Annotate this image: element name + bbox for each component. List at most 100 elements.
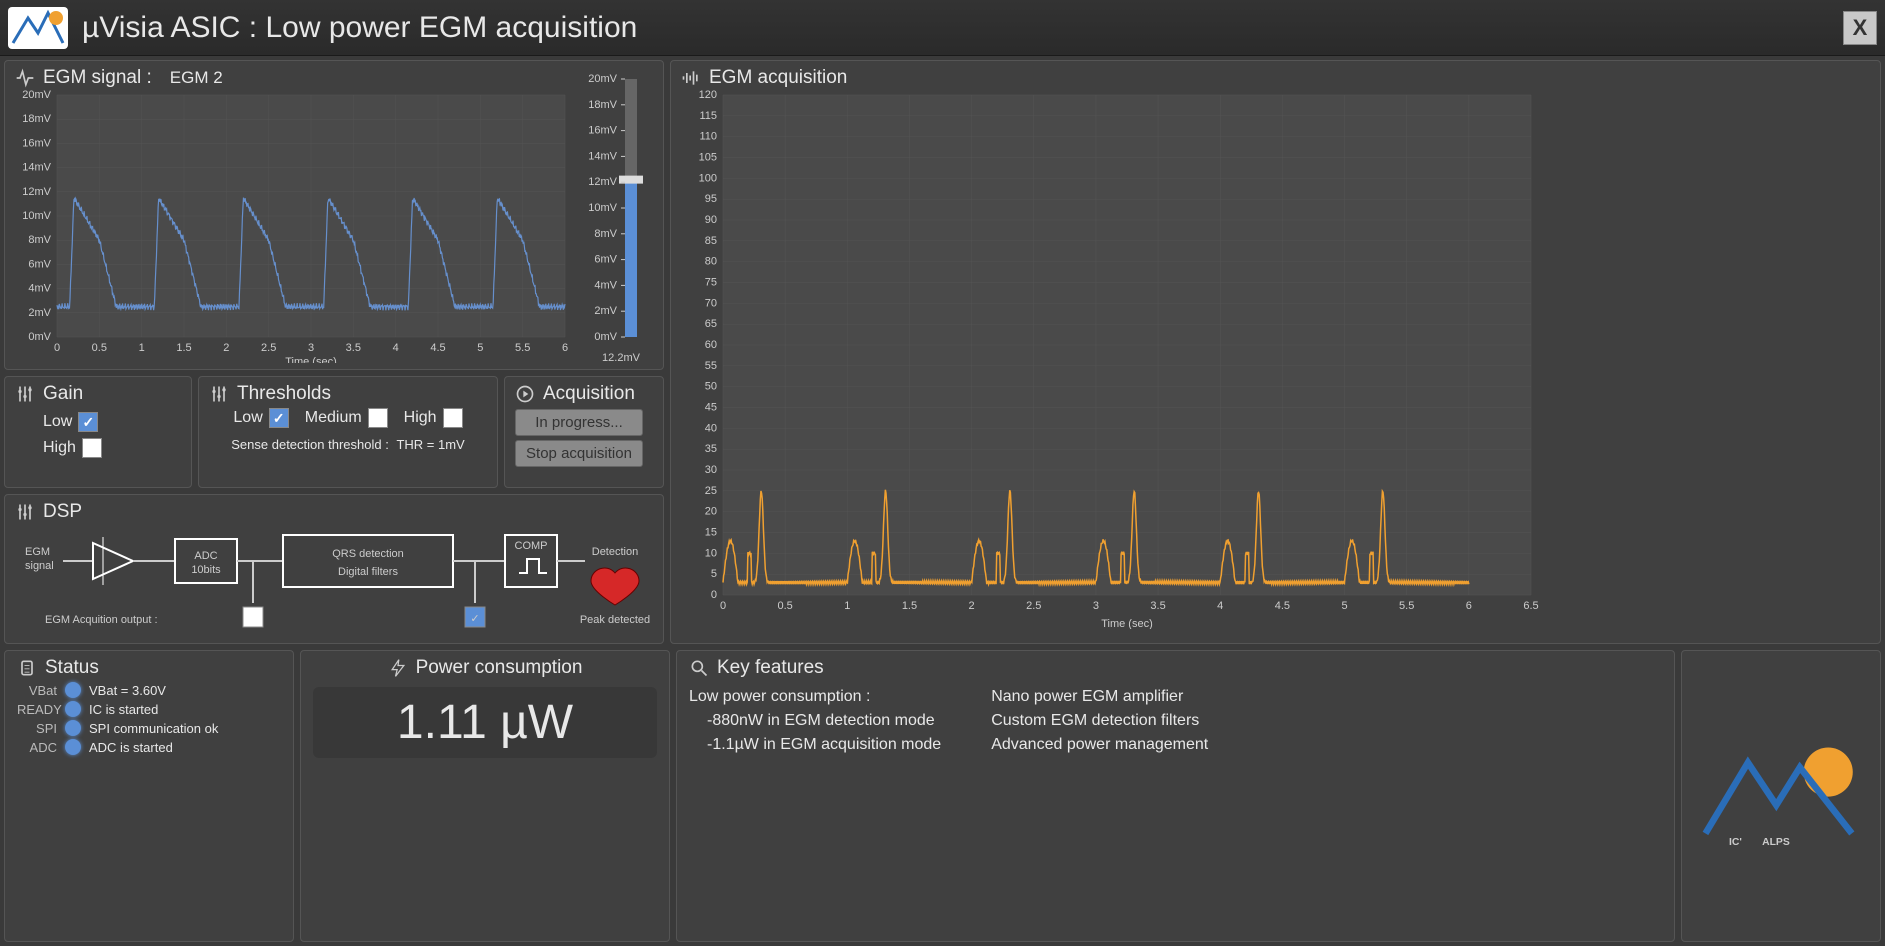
svg-text:6: 6 xyxy=(562,342,568,354)
svg-text:100: 100 xyxy=(699,172,717,184)
stop-acquisition-button[interactable]: Stop acquisition xyxy=(515,440,643,467)
power-value: 1.11 µW xyxy=(313,687,657,758)
svg-text:95: 95 xyxy=(705,193,717,205)
threshold-slider[interactable]: 0mV2mV4mV6mV8mV10mV12mV14mV16mV18mV20mV1… xyxy=(575,67,653,367)
play-circle-icon xyxy=(515,384,535,404)
egm-acquisition-chart: 0510152025303540455055606570758085909510… xyxy=(681,89,1541,629)
svg-text:1: 1 xyxy=(139,342,145,354)
kf-title: Key features xyxy=(717,657,824,679)
svg-text:35: 35 xyxy=(705,443,717,455)
status-led-icon xyxy=(65,739,81,755)
svg-text:Peak detected: Peak detected xyxy=(580,614,650,626)
svg-text:5: 5 xyxy=(711,568,717,580)
status-row: SPISPI communication ok xyxy=(17,720,281,736)
svg-text:40: 40 xyxy=(705,422,717,434)
svg-text:10: 10 xyxy=(705,547,717,559)
svg-text:8mV: 8mV xyxy=(594,228,617,240)
gain-title: Gain xyxy=(43,383,83,405)
svg-text:14mV: 14mV xyxy=(22,162,51,174)
svg-text:12mV: 12mV xyxy=(588,176,617,188)
svg-text:QRS detection: QRS detection xyxy=(332,548,404,560)
svg-text:16mV: 16mV xyxy=(588,125,617,137)
svg-text:50: 50 xyxy=(705,381,717,393)
clipboard-icon xyxy=(17,658,37,678)
svg-text:110: 110 xyxy=(699,131,717,143)
svg-text:IC': IC' xyxy=(1729,837,1742,848)
svg-text:14mV: 14mV xyxy=(588,150,617,162)
acquisition-panel: Acquisition In progress... Stop acquisit… xyxy=(504,376,664,488)
svg-text:65: 65 xyxy=(705,318,717,330)
svg-text:12mV: 12mV xyxy=(22,186,51,198)
svg-text:2: 2 xyxy=(223,342,229,354)
app-title: µVisia ASIC : Low power EGM acquisition xyxy=(82,11,1843,45)
svg-text:18mV: 18mV xyxy=(588,99,617,111)
svg-text:10mV: 10mV xyxy=(22,210,51,222)
gain-option-low[interactable]: Low xyxy=(43,412,173,432)
key-features-panel: Key features Low power consumption : -88… xyxy=(676,650,1675,942)
svg-text:70: 70 xyxy=(705,297,717,309)
svg-text:6: 6 xyxy=(1466,600,1472,612)
status-led-icon xyxy=(65,701,81,717)
svg-text:2: 2 xyxy=(969,600,975,612)
status-row: READYIC is started xyxy=(17,701,281,717)
svg-text:4mV: 4mV xyxy=(28,283,51,295)
svg-text:30: 30 xyxy=(705,464,717,476)
svg-text:4mV: 4mV xyxy=(594,279,617,291)
sense-label: Sense detection threshold : xyxy=(231,437,389,452)
gain-panel: Gain Low High xyxy=(4,376,192,488)
status-title: Status xyxy=(45,657,99,679)
kf-item: Custom EGM detection filters xyxy=(991,709,1208,733)
svg-text:3.5: 3.5 xyxy=(1150,600,1165,612)
svg-text:Digital filters: Digital filters xyxy=(338,566,398,578)
svg-text:Detection: Detection xyxy=(592,546,638,558)
kf-item: -880nW in EGM detection mode xyxy=(707,709,941,733)
threshold-option-low[interactable]: Low xyxy=(233,408,288,428)
sliders-icon xyxy=(209,384,229,404)
svg-text:0: 0 xyxy=(54,342,60,354)
titlebar: µVisia ASIC : Low power EGM acquisition … xyxy=(0,0,1885,56)
svg-text:115: 115 xyxy=(699,110,717,122)
svg-text:120: 120 xyxy=(699,89,717,101)
svg-text:0mV: 0mV xyxy=(28,331,51,343)
dsp-title: DSP xyxy=(43,501,82,523)
threshold-option-high[interactable]: High xyxy=(404,408,463,428)
svg-text:85: 85 xyxy=(705,235,717,247)
power-title: Power consumption xyxy=(416,657,583,679)
svg-text:EGM Acquition output :: EGM Acquition output : xyxy=(45,614,158,626)
svg-text:8mV: 8mV xyxy=(28,234,51,246)
svg-text:10bits: 10bits xyxy=(191,564,221,576)
svg-text:0mV: 0mV xyxy=(594,331,617,343)
svg-text:Time (sec): Time (sec) xyxy=(1101,618,1153,629)
signal-title: EGM signal : xyxy=(43,67,152,89)
gain-option-high[interactable]: High xyxy=(43,438,173,458)
threshold-option-medium[interactable]: Medium xyxy=(305,408,388,428)
svg-text:6mV: 6mV xyxy=(28,258,51,270)
svg-text:2mV: 2mV xyxy=(594,305,617,317)
in-progress-button[interactable]: In progress... xyxy=(515,409,643,436)
svg-text:0: 0 xyxy=(720,600,726,612)
kf-col1-title: Low power consumption : xyxy=(689,685,941,709)
brand-logo: IC' ALPS xyxy=(1681,650,1881,942)
kf-item: Nano power EGM amplifier xyxy=(991,685,1208,709)
signal-selected: EGM 2 xyxy=(170,68,223,88)
svg-text:3.5: 3.5 xyxy=(346,342,361,354)
svg-text:6.5: 6.5 xyxy=(1523,600,1538,612)
close-button[interactable]: X xyxy=(1843,11,1877,45)
egm-acquisition-panel: EGM acquisition 051015202530354045505560… xyxy=(670,60,1881,644)
svg-text:18mV: 18mV xyxy=(22,113,51,125)
svg-text:1.5: 1.5 xyxy=(176,342,191,354)
svg-text:3: 3 xyxy=(1093,600,1099,612)
svg-text:5.5: 5.5 xyxy=(515,342,530,354)
sense-value: THR = 1mV xyxy=(396,437,464,452)
svg-text:75: 75 xyxy=(705,277,717,289)
svg-text:5.5: 5.5 xyxy=(1399,600,1414,612)
status-row: VBatVBat = 3.60V xyxy=(17,682,281,698)
waveform-icon xyxy=(681,68,701,88)
svg-text:0.5: 0.5 xyxy=(92,342,107,354)
sliders-icon xyxy=(15,502,35,522)
svg-text:12.2mV: 12.2mV xyxy=(602,352,641,364)
svg-text:ALPS: ALPS xyxy=(1762,837,1790,848)
svg-text:5: 5 xyxy=(477,342,483,354)
svg-text:20: 20 xyxy=(705,506,717,518)
svg-text:10mV: 10mV xyxy=(588,202,617,214)
